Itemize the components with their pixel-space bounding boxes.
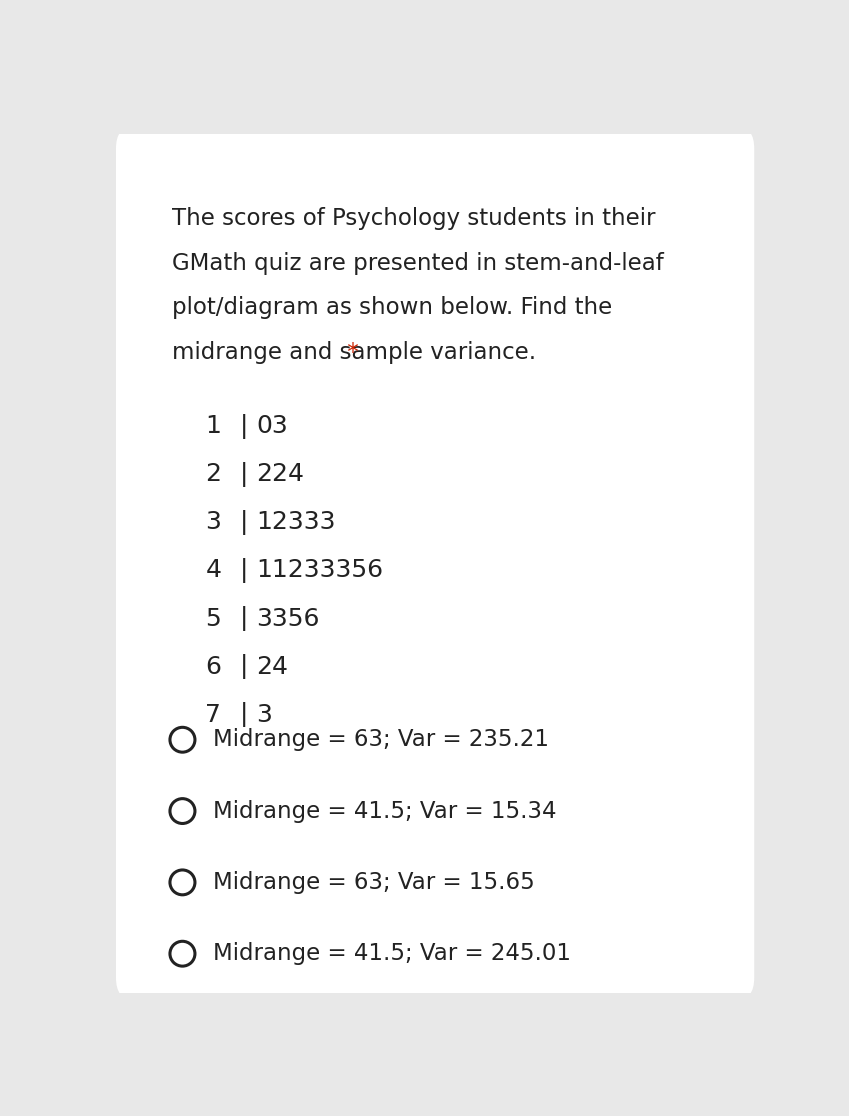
Text: |: | (240, 414, 249, 439)
Text: 03: 03 (256, 414, 288, 439)
Text: 7: 7 (205, 703, 222, 727)
Text: 3356: 3356 (256, 607, 319, 631)
Text: 1: 1 (205, 414, 222, 439)
Text: |: | (240, 702, 249, 728)
Text: 4: 4 (205, 558, 222, 583)
Text: |: | (240, 606, 249, 631)
Text: *: * (340, 341, 358, 364)
Text: midrange and sample variance.: midrange and sample variance. (171, 341, 536, 364)
Text: 3: 3 (256, 703, 272, 727)
Text: GMath quiz are presented in stem-and-leaf: GMath quiz are presented in stem-and-lea… (171, 251, 664, 275)
Text: |: | (240, 462, 249, 487)
Text: |: | (240, 654, 249, 680)
Text: 11233356: 11233356 (256, 558, 383, 583)
Text: 12333: 12333 (256, 510, 335, 535)
Text: Midrange = 63; Var = 235.21: Midrange = 63; Var = 235.21 (213, 729, 549, 751)
Text: Midrange = 41.5; Var = 245.01: Midrange = 41.5; Var = 245.01 (213, 942, 571, 965)
Text: 6: 6 (205, 655, 222, 679)
Text: 24: 24 (256, 655, 288, 679)
Text: The scores of Psychology students in their: The scores of Psychology students in the… (171, 206, 655, 230)
Text: |: | (240, 558, 249, 583)
Text: 5: 5 (205, 607, 222, 631)
Text: 2: 2 (205, 462, 222, 487)
FancyBboxPatch shape (116, 127, 754, 999)
Text: plot/diagram as shown below. Find the: plot/diagram as shown below. Find the (171, 297, 612, 319)
Text: 3: 3 (205, 510, 222, 535)
Text: Midrange = 63; Var = 15.65: Midrange = 63; Var = 15.65 (213, 870, 535, 894)
Text: 224: 224 (256, 462, 304, 487)
Text: Midrange = 41.5; Var = 15.34: Midrange = 41.5; Var = 15.34 (213, 799, 557, 822)
Text: |: | (240, 510, 249, 535)
